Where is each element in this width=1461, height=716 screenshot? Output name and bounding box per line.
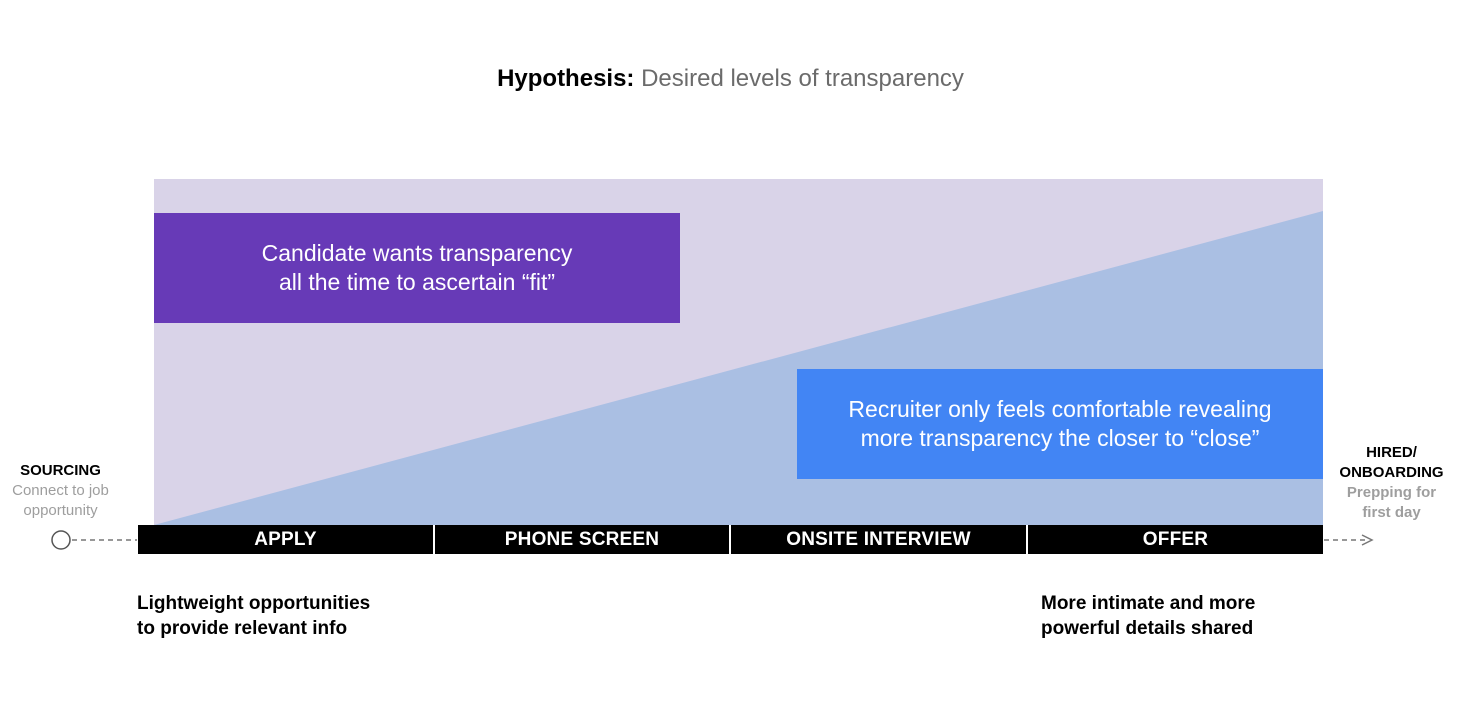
hired-description: Prepping for first day — [1346, 484, 1437, 521]
diagram-title: Hypothesis: Desired levels of transparen… — [0, 64, 1461, 94]
sourcing-description: Connect to job opportunity — [12, 482, 109, 519]
title-subtitle: Desired levels of transparency — [641, 65, 964, 92]
sourcing-heading: SOURCING — [20, 462, 101, 479]
stage-phone-screen: PHONE SCREEN — [435, 525, 729, 554]
note-lightweight: Lightweight opportunities to provide rel… — [137, 593, 371, 639]
stage-onsite-interview: ONSITE INTERVIEW — [731, 525, 1026, 554]
candidate-callout-text: Candidate wants transparency all the tim… — [261, 240, 573, 295]
hired-label: HIRED/ ONBOARDING Prepping for first day — [1322, 443, 1461, 523]
recruiter-callout: Recruiter only feels comfortable reveali… — [797, 369, 1323, 479]
start-node-circle — [51, 530, 71, 550]
sourcing-label: SOURCING Connect to job opportunity — [0, 461, 121, 521]
note-intimate: More intimate and more powerful details … — [1041, 593, 1256, 639]
candidate-callout: Candidate wants transparency all the tim… — [154, 213, 680, 323]
recruiter-callout-text: Recruiter only feels comfortable reveali… — [848, 396, 1272, 451]
hired-heading: HIRED/ ONBOARDING — [1339, 444, 1444, 481]
end-arrow-icon — [1361, 534, 1374, 546]
title-bold: Hypothesis: — [497, 65, 635, 92]
stage-offer: OFFER — [1028, 525, 1323, 554]
stage-apply: APPLY — [138, 525, 433, 554]
